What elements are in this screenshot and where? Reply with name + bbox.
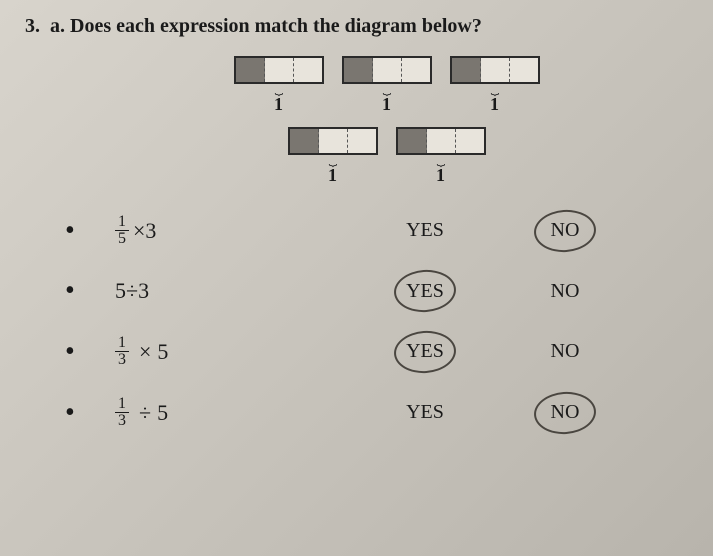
- unit-group: ⏟ 1: [288, 127, 378, 186]
- unit-group: ⏟ 1: [342, 56, 432, 115]
- answer-yes: YES: [325, 280, 525, 303]
- operator: ÷: [139, 400, 151, 426]
- answer-no: NO: [525, 340, 605, 363]
- unit-group: ⏟ 1: [396, 127, 486, 186]
- denominator: 3: [115, 413, 129, 429]
- unit-label: 1: [490, 94, 499, 115]
- q-number: 3.: [25, 15, 40, 37]
- q-part: a.: [50, 15, 65, 37]
- value: 5: [157, 339, 168, 365]
- brace-icon: ⏟: [437, 157, 444, 163]
- unit-box: [450, 56, 540, 84]
- answer-no: NO: [525, 219, 605, 242]
- unit-label: 1: [382, 94, 391, 115]
- brace-icon: ⏟: [491, 86, 498, 92]
- q-text: Does each expression match the diagram b…: [70, 15, 482, 37]
- unit-label: 1: [328, 165, 337, 186]
- bullet-icon: •: [65, 336, 115, 368]
- diagram-row-2: ⏟ 1 ⏟ 1: [288, 127, 486, 186]
- fraction: 1 5: [115, 214, 129, 247]
- unit-group: ⏟ 1: [234, 56, 324, 115]
- fraction: 1 3: [115, 335, 129, 368]
- option-row: • 1 3 × 5 YES NO: [65, 335, 688, 368]
- answer-yes: YES: [325, 340, 525, 363]
- unit-box: [234, 56, 324, 84]
- brace-icon: ⏟: [383, 86, 390, 92]
- plain-expression: 5÷3: [115, 278, 149, 304]
- diagram: ⏟ 1 ⏟ 1 ⏟ 1 ⏟ 1 ⏟ 1: [85, 56, 688, 186]
- value: 3: [145, 218, 156, 244]
- numerator: 1: [115, 396, 129, 413]
- bullet-icon: •: [65, 397, 115, 429]
- numerator: 1: [115, 335, 129, 352]
- numerator: 1: [115, 214, 129, 231]
- operator: ×: [133, 218, 145, 244]
- expression: 1 3 ÷ 5: [115, 396, 325, 429]
- unit-box: [288, 127, 378, 155]
- expression: 1 5 × 3: [115, 214, 325, 247]
- bullet-icon: •: [65, 275, 115, 307]
- operator: ×: [139, 339, 151, 365]
- unit-box: [342, 56, 432, 84]
- fraction: 1 3: [115, 396, 129, 429]
- brace-icon: ⏟: [275, 86, 282, 92]
- unit-label: 1: [436, 165, 445, 186]
- expression: 5÷3: [115, 278, 325, 304]
- diagram-row-1: ⏟ 1 ⏟ 1 ⏟ 1: [234, 56, 540, 115]
- options-list: • 1 5 × 3 YES NO • 5÷3 YES NO • 1 3 × 5: [25, 214, 688, 429]
- question-header: 3. a. Does each expression match the dia…: [25, 15, 688, 38]
- bullet-icon: •: [65, 215, 115, 247]
- value: 5: [157, 400, 168, 426]
- option-row: • 5÷3 YES NO: [65, 275, 688, 307]
- answer-yes: YES: [325, 219, 525, 242]
- option-row: • 1 3 ÷ 5 YES NO: [65, 396, 688, 429]
- denominator: 5: [115, 231, 129, 247]
- denominator: 3: [115, 352, 129, 368]
- unit-group: ⏟ 1: [450, 56, 540, 115]
- unit-label: 1: [274, 94, 283, 115]
- brace-icon: ⏟: [329, 157, 336, 163]
- option-row: • 1 5 × 3 YES NO: [65, 214, 688, 247]
- answer-no: NO: [525, 280, 605, 303]
- answer-no: NO: [525, 401, 605, 424]
- answer-yes: YES: [325, 401, 525, 424]
- expression: 1 3 × 5: [115, 335, 325, 368]
- unit-box: [396, 127, 486, 155]
